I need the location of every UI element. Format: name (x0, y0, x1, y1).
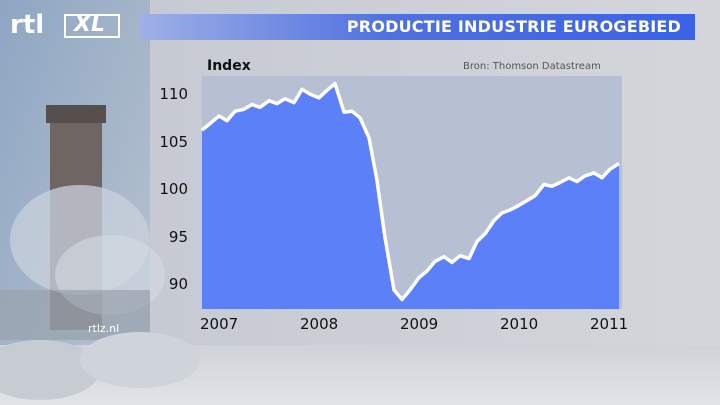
y-tick-label: 90 (168, 275, 188, 294)
x-tick-label: 2007 (200, 315, 239, 333)
y-tick-label: 100 (159, 180, 188, 199)
index-area (202, 83, 619, 309)
x-tick-label: 2010 (500, 315, 539, 333)
pipes (0, 290, 150, 340)
x-tick-label: 2008 (300, 315, 339, 333)
title-bar: PRODUCTIE INDUSTRIE EUROGEBIED (140, 14, 695, 40)
x-tick-label: 2011 (590, 315, 629, 333)
chart-source: Bron: Thomson Datastream (463, 61, 601, 72)
y-tick-label: 95 (168, 227, 188, 246)
logo-xl: XL (74, 12, 105, 37)
logo-rtl: rtl (10, 10, 45, 40)
page-title: PRODUCTIE INDUSTRIE EUROGEBIED (346, 17, 681, 36)
y-axis-label: Index (207, 58, 251, 74)
logo-xl-box (64, 14, 120, 38)
y-tick-label: 105 (159, 132, 188, 151)
y-tick-label: 110 (159, 85, 188, 104)
index-line (200, 81, 620, 302)
watermark-rtlz: rtlz.nl (88, 322, 120, 335)
x-tick-label: 2009 (400, 315, 439, 333)
